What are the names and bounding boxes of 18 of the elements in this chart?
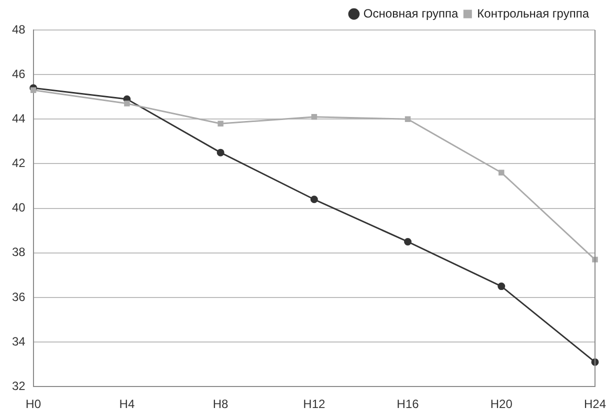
x-tick-label: Н12 [303,397,326,412]
x-tick-label: Н0 [26,397,42,412]
y-tick-label: 36 [12,290,26,304]
y-tick-label: 48 [12,22,26,36]
y-tick-label: 40 [12,200,26,215]
legend-label: Контрольная группа [477,6,590,20]
x-tick-label: Н20 [490,397,513,412]
x-tick-label: Н16 [396,397,420,412]
y-tick-label: 38 [12,245,26,260]
y-tick-label: 34 [12,334,26,348]
y-tick-label: 42 [12,156,26,170]
y-tick-label: 32 [12,378,26,393]
y-tick-label: 44 [12,111,26,126]
legend-label: Основная группа [363,6,458,20]
x-tick-label: Н4 [119,397,135,412]
x-tick-label: Н8 [212,397,229,412]
y-tick-label: 46 [12,66,26,81]
x-tick-label: Н24 [584,397,606,412]
